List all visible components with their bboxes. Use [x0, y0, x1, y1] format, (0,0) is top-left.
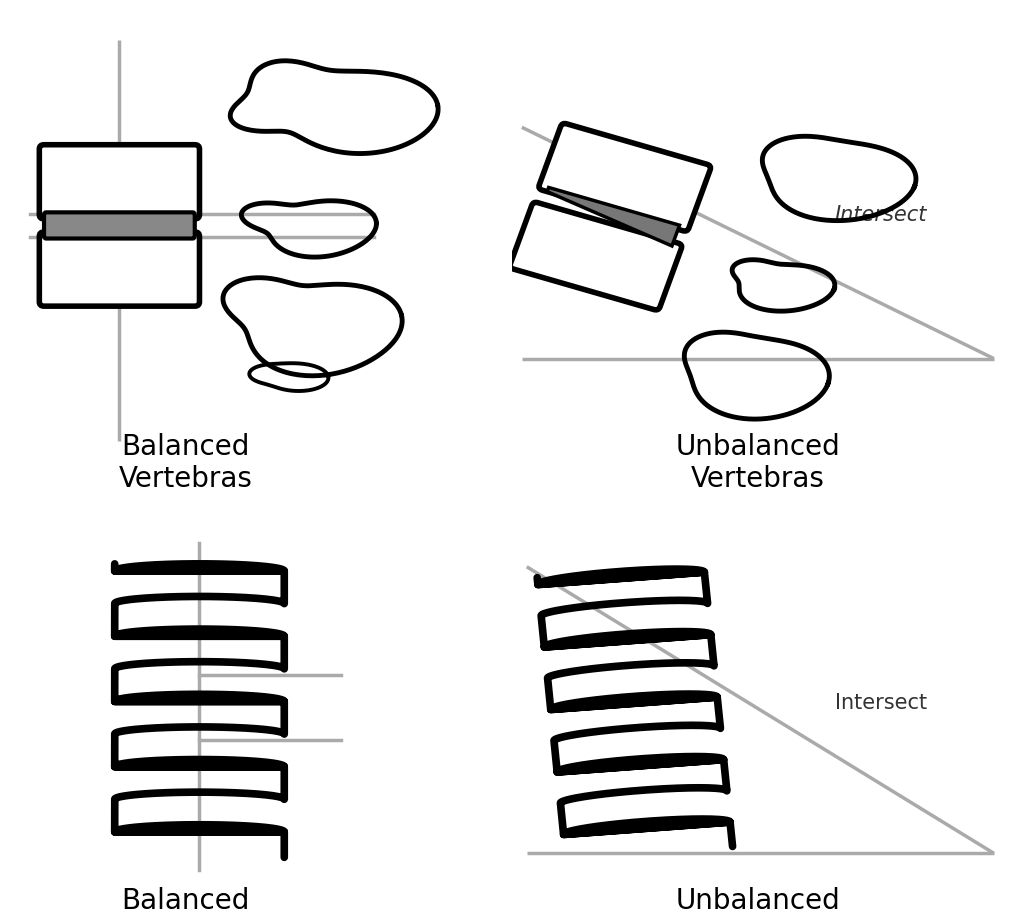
FancyBboxPatch shape: [539, 124, 711, 231]
Text: Intersect: Intersect: [835, 205, 927, 225]
Text: Balanced
Coil: Balanced Coil: [121, 886, 250, 909]
Text: Balanced
Vertebras: Balanced Vertebras: [119, 433, 252, 493]
Text: Unbalanced
Vertebras: Unbalanced Vertebras: [676, 433, 840, 493]
FancyBboxPatch shape: [44, 213, 195, 238]
Text: Intersect: Intersect: [835, 693, 927, 713]
FancyBboxPatch shape: [39, 145, 200, 219]
Text: Unbalanced
Coil: Unbalanced Coil: [676, 886, 840, 909]
FancyBboxPatch shape: [510, 203, 682, 310]
FancyBboxPatch shape: [39, 232, 200, 306]
Polygon shape: [547, 187, 680, 246]
